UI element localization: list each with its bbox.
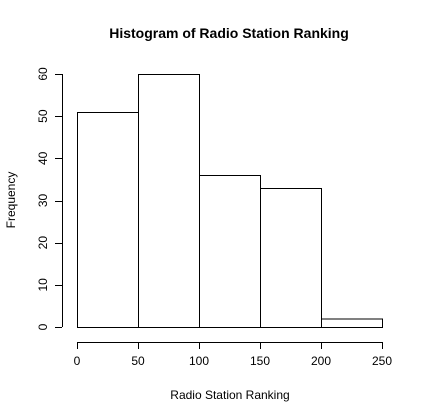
y-tick-label: 30 [36,194,50,208]
histogram-bar-2 [199,175,261,328]
y-axis-label: Frequency [4,172,18,229]
x-tick-label: 0 [74,354,81,368]
y-axis: 0 10 20 30 40 50 60 [36,67,63,330]
histogram-bar-4 [321,318,383,329]
x-axis: 0 50 100 150 200 250 [74,342,392,368]
x-tick-label: 100 [189,354,209,368]
chart-title: Histogram of Radio Station Ranking [109,25,349,41]
y-tick-label: 60 [36,67,50,81]
x-axis-label: Radio Station Ranking [170,388,289,402]
x-tick-label: 50 [131,354,145,368]
histogram-bar-3 [260,187,322,328]
y-tick-label: 50 [36,109,50,123]
bars-layer [77,74,383,329]
y-tick-label: 20 [36,236,50,250]
y-tick-label: 40 [36,151,50,165]
x-tick-label: 200 [311,354,331,368]
y-tick-label: 0 [36,323,50,330]
x-tick-label: 250 [372,354,392,368]
histogram-bar-0 [77,111,139,328]
histogram-bar-1 [138,74,200,328]
y-tick-label: 10 [36,278,50,292]
x-tick-label: 150 [250,354,270,368]
